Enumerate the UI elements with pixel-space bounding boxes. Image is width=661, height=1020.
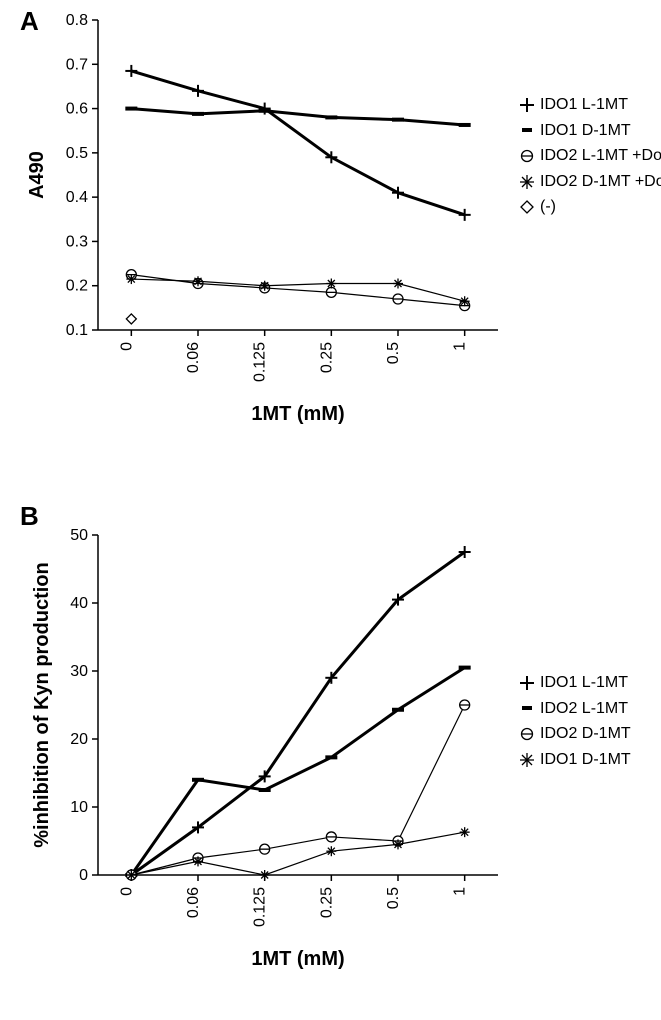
panel-a-chart: 0.1 0.2 0.3 0.4 0.5 0.6 0.7 0.8 0 0.06 0.125 0.25 0.… <box>8 0 508 450</box>
legend-label: IDO2 D-1MT <box>540 721 631 747</box>
legend-item: IDO1 L-1MT <box>518 670 631 696</box>
svg-text:0.5: 0.5 <box>66 145 88 162</box>
svg-text:1MT (mM): 1MT (mM) <box>251 403 344 425</box>
asterisk-icon <box>518 174 536 190</box>
panel-b: B 0 10 20 30 40 50 0 0.06 0.125 0.25 0.5 1 %inhibiti… <box>8 495 508 1005</box>
diamond-icon <box>518 199 536 215</box>
svg-text:1MT (mM): 1MT (mM) <box>251 948 344 970</box>
panel-b-legend: IDO1 L-1MT IDO2 L-1MT IDO2 D-1MT IDO1 D-… <box>518 670 631 772</box>
svg-text:50: 50 <box>70 527 88 544</box>
svg-text:0.5: 0.5 <box>385 887 402 909</box>
dash-icon <box>518 122 536 138</box>
svg-text:0: 0 <box>118 342 135 351</box>
legend-item: IDO2 D-1MT <box>518 721 631 747</box>
svg-text:0.5: 0.5 <box>385 342 402 364</box>
figure-page: A 0.1 0.2 0.3 0.4 0.5 0.6 0.7 0.8 0 0.06 0.125 0.25… <box>0 0 661 1020</box>
svg-text:1: 1 <box>452 342 469 351</box>
dash-icon <box>518 700 536 716</box>
svg-text:1: 1 <box>452 887 469 896</box>
legend-label: IDO1 L-1MT <box>540 92 628 118</box>
svg-text:0.6: 0.6 <box>66 101 88 118</box>
svg-text:A490: A490 <box>26 151 48 199</box>
circle-minus-icon <box>518 726 536 742</box>
plus-icon <box>518 675 536 691</box>
legend-label: IDO2 L-1MT +Dox <box>540 143 661 169</box>
legend-item: IDO1 D-1MT <box>518 747 631 773</box>
svg-text:0.7: 0.7 <box>66 56 88 73</box>
legend-item: IDO2 D-1MT +Dox <box>518 169 661 195</box>
asterisk-icon <box>518 752 536 768</box>
legend-label: IDO2 L-1MT <box>540 696 628 722</box>
svg-text:40: 40 <box>70 595 88 612</box>
svg-text:0.3: 0.3 <box>66 233 88 250</box>
legend-label: IDO1 L-1MT <box>540 670 628 696</box>
panel-b-chart: 0 10 20 30 40 50 0 0.06 0.125 0.25 0.5 1 %inhibition… <box>8 495 508 1005</box>
svg-text:0.125: 0.125 <box>252 342 269 382</box>
svg-text:0.25: 0.25 <box>318 887 335 918</box>
panel-a-legend: IDO1 L-1MT IDO1 D-1MT IDO2 L-1MT +Dox ID… <box>518 92 661 220</box>
svg-text:20: 20 <box>70 731 88 748</box>
circle-minus-icon <box>518 148 536 164</box>
svg-text:%inhibition of Kyn production: %inhibition of Kyn production <box>31 562 53 848</box>
legend-label: IDO1 D-1MT <box>540 747 631 773</box>
legend-item: IDO1 D-1MT <box>518 118 661 144</box>
panel-a-label: A <box>20 6 39 37</box>
plus-icon <box>518 97 536 113</box>
svg-text:30: 30 <box>70 663 88 680</box>
legend-label: IDO1 D-1MT <box>540 118 631 144</box>
legend-item: IDO1 L-1MT <box>518 92 661 118</box>
svg-text:0.06: 0.06 <box>185 342 202 373</box>
svg-text:0.2: 0.2 <box>66 278 88 295</box>
panel-b-label: B <box>20 501 39 532</box>
panel-a: A 0.1 0.2 0.3 0.4 0.5 0.6 0.7 0.8 0 0.06 0.125 0.25… <box>8 0 508 450</box>
legend-label: IDO2 D-1MT +Dox <box>540 169 661 195</box>
svg-text:0.25: 0.25 <box>318 342 335 373</box>
svg-text:0: 0 <box>118 887 135 896</box>
svg-text:0.8: 0.8 <box>66 12 88 29</box>
svg-text:10: 10 <box>70 799 88 816</box>
legend-item: IDO2 L-1MT +Dox <box>518 143 661 169</box>
svg-text:0: 0 <box>79 867 88 884</box>
legend-item: (-) <box>518 194 661 220</box>
svg-text:0.125: 0.125 <box>252 887 269 927</box>
svg-text:0.06: 0.06 <box>185 887 202 918</box>
svg-text:0.1: 0.1 <box>66 322 88 339</box>
legend-label: (-) <box>540 194 556 220</box>
legend-item: IDO2 L-1MT <box>518 696 631 722</box>
svg-text:0.4: 0.4 <box>66 189 88 206</box>
